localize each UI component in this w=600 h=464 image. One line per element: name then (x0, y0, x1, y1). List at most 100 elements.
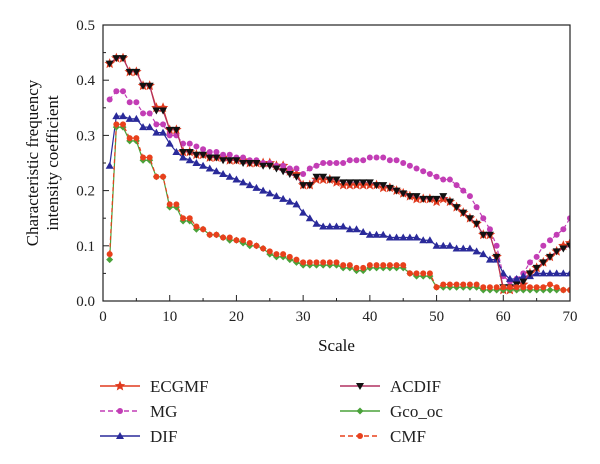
data-point-mg (113, 88, 120, 95)
data-point-cmf (140, 154, 147, 161)
data-point-dif (305, 214, 314, 222)
data-point-acdif (325, 176, 334, 184)
data-point-dif (545, 269, 554, 277)
data-point-mg (406, 162, 413, 169)
data-point-dif (272, 192, 281, 200)
data-point-dif (192, 159, 201, 166)
data-point-acdif (425, 195, 434, 203)
data-point-mg (440, 176, 447, 183)
data-point-dif (499, 269, 508, 277)
data-point-acdif (365, 179, 374, 187)
data-point-acdif (379, 182, 388, 190)
data-point-cmf (346, 262, 353, 269)
x-tick-label: 40 (362, 309, 377, 325)
data-point-mg (533, 253, 540, 260)
data-point-mg (133, 99, 140, 106)
data-point-cmf (213, 231, 220, 238)
data-point-dif (185, 156, 194, 164)
data-point-mg (280, 162, 287, 169)
data-point-mg (293, 165, 300, 172)
legend-item-mg: MG (100, 402, 177, 421)
data-point-mg (126, 99, 133, 106)
data-point-mg (306, 165, 313, 172)
data-point-mg (546, 237, 553, 244)
data-point-mg (240, 154, 247, 161)
data-point-dif (505, 274, 514, 282)
data-point-mg (226, 151, 233, 158)
data-point-dif (312, 219, 321, 227)
x-axis-label: Scale (318, 336, 355, 355)
data-point-dif (379, 230, 388, 238)
data-point-cmf (293, 256, 300, 263)
data-point-cmf (333, 259, 340, 266)
legend-item-ecgmf: ECGMF (100, 377, 209, 396)
data-point-acdif (385, 184, 394, 192)
data-point-dif (125, 114, 134, 122)
data-point-acdif (345, 179, 354, 187)
data-point-mg (526, 259, 533, 266)
data-point-acdif (492, 253, 501, 261)
data-point-dif (479, 250, 488, 258)
legend: ECGMF MG DIF ACDIF Gco_oc CMF (100, 377, 443, 446)
data-point-cmf (166, 201, 173, 208)
series-line-acdif (109, 57, 570, 288)
data-point-dif (425, 236, 434, 244)
data-point-cmf (260, 245, 267, 252)
data-point-mg (313, 162, 320, 169)
data-point-cmf (386, 262, 393, 269)
data-point-mg (540, 242, 547, 249)
data-point-acdif (539, 259, 548, 267)
data-point-dif (332, 222, 341, 230)
data-point-acdif (125, 68, 134, 76)
data-point-cmf (253, 242, 260, 249)
data-point-cmf (480, 284, 487, 291)
series-line-dif (109, 115, 570, 280)
data-point-mg (460, 187, 467, 194)
x-tick-label: 50 (429, 309, 444, 325)
data-point-acdif (312, 173, 321, 181)
data-point-dif (445, 241, 454, 249)
data-point-mg (473, 204, 480, 211)
x-tick-label: 30 (296, 309, 311, 325)
y-axis-label-line-1: Characteristic frequency (23, 79, 42, 246)
data-point-cmf (533, 284, 540, 291)
data-point-cmf (353, 264, 360, 271)
series-dif (105, 112, 570, 282)
y-axis: 0.0 0.1 0.2 0.3 0.4 0.5 (76, 18, 109, 310)
data-point-dif (252, 183, 261, 191)
data-point-acdif (445, 198, 454, 206)
data-point-cmf (493, 284, 500, 291)
data-point-mg (486, 226, 493, 233)
data-point-acdif (319, 173, 328, 181)
data-point-dif (105, 161, 114, 169)
data-point-acdif (199, 151, 208, 159)
y-axis-label: Characteristic frequencyintensity coeffi… (23, 79, 62, 246)
data-point-cmf (340, 262, 347, 269)
data-point-cmf (453, 281, 460, 288)
data-point-acdif (305, 182, 314, 190)
data-point-acdif (479, 231, 488, 239)
data-point-cmf (173, 201, 180, 208)
data-point-acdif (225, 157, 234, 165)
data-point-cmf (526, 284, 533, 291)
data-point-cmf (300, 259, 307, 266)
data-point-cmf (500, 284, 507, 291)
data-point-dif (172, 147, 181, 155)
data-point-mg (373, 154, 380, 161)
data-point-dif (365, 230, 374, 238)
data-point-cmf (420, 270, 427, 277)
data-point-mg (320, 160, 327, 166)
data-point-cmf (186, 215, 193, 222)
data-point-mg (426, 171, 433, 178)
data-point-acdif (299, 182, 308, 190)
data-point-acdif (566, 242, 570, 250)
legend-label: ACDIF (390, 377, 441, 396)
data-point-dif (205, 164, 214, 172)
legend-marker (114, 380, 126, 391)
data-point-mg (120, 88, 127, 95)
data-point-acdif (465, 215, 474, 223)
data-point-dif (485, 255, 494, 263)
data-point-cmf (266, 248, 273, 255)
series-cmf (106, 121, 570, 293)
data-point-dif (212, 167, 221, 175)
